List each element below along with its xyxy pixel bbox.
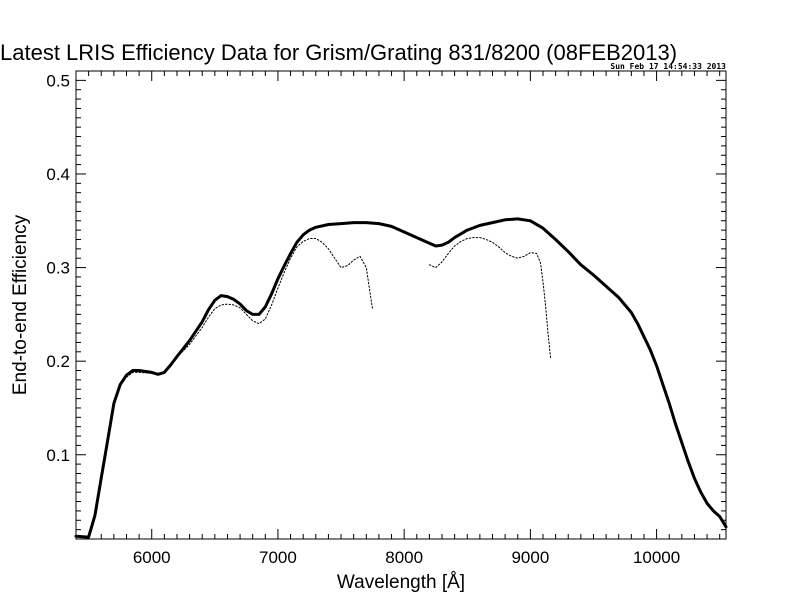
series-line-2	[75, 238, 374, 538]
x-tick-label: 10000	[633, 548, 680, 567]
x-axis-label: Wavelength [Å]	[337, 572, 465, 593]
x-tick-label: 9000	[511, 548, 549, 567]
y-axis: 0.1 0.2 0.3 0.4 0.5	[46, 71, 70, 464]
series-line-3	[428, 237, 552, 359]
y-tick-label: 0.5	[46, 71, 70, 90]
y-tick-label: 0.2	[46, 352, 70, 371]
minor-ticks	[75, 70, 726, 540]
y-axis-label: End-to-end Efficiency	[10, 214, 31, 395]
y-tick-label: 0.1	[46, 446, 70, 465]
y-tick-label: 0.4	[46, 165, 70, 184]
y-tick-label: 0.3	[46, 259, 70, 278]
x-tick-label: 7000	[259, 548, 297, 567]
series-line-1	[74, 217, 728, 539]
plot-frame	[75, 70, 727, 540]
series-layer	[74, 217, 728, 539]
timestamp-label: Sun Feb 17 14:54:33 2013	[610, 62, 726, 71]
chart-title: Latest LRIS Efficiency Data for Grism/Gr…	[0, 40, 677, 65]
x-tick-label: 8000	[385, 548, 423, 567]
x-axis: 6000 7000 8000 9000 10000	[133, 548, 680, 567]
x-tick-label: 6000	[133, 548, 171, 567]
